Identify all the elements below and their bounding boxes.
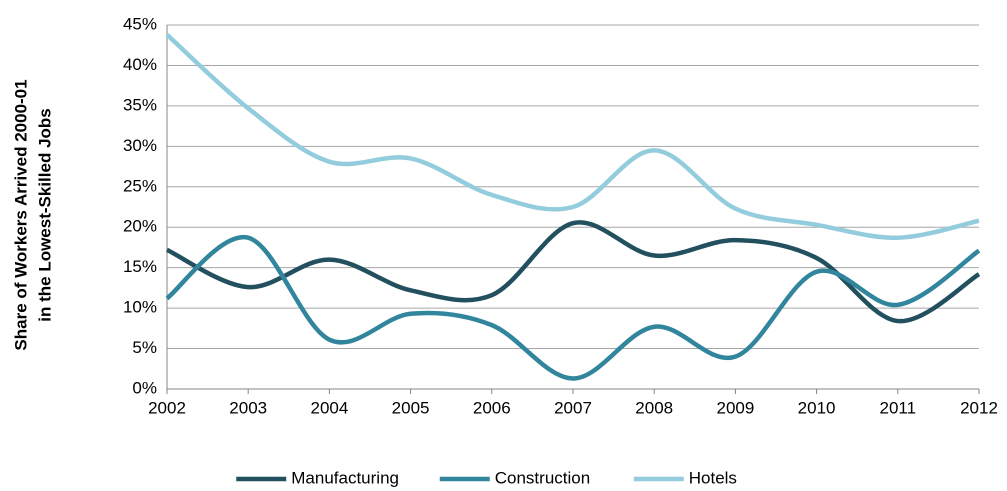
y-tick-label: 35% <box>123 95 157 114</box>
y-tick-label: 5% <box>132 338 157 357</box>
y-axis-title: Share of Workers Arrived 2000-01 <box>11 79 30 350</box>
line <box>165 235 981 381</box>
y-tick-label: 20% <box>123 217 157 236</box>
legend-label: Hotels <box>689 468 737 487</box>
y-tick-label: 40% <box>123 55 157 74</box>
legend-label: Construction <box>495 468 590 487</box>
x-tick-label: 2003 <box>229 398 267 417</box>
y-axis-title: in the Lowest-Skilled Jobs <box>35 108 54 321</box>
y-tick-label: 45% <box>123 14 157 33</box>
x-tick-label: 2008 <box>635 398 673 417</box>
y-tick-label: 30% <box>123 136 157 155</box>
x-tick-label: 2007 <box>554 398 592 417</box>
y-tick-label: 15% <box>123 257 157 276</box>
line <box>165 33 980 240</box>
legend-label: Manufacturing <box>291 468 399 487</box>
x-tick-label: 2009 <box>716 398 754 417</box>
x-tick-label: 2002 <box>148 398 186 417</box>
y-tick-label: 25% <box>123 176 157 195</box>
x-tick-label: 2005 <box>392 398 430 417</box>
x-tick-label: 2006 <box>473 398 511 417</box>
x-tick-label: 2011 <box>880 398 917 417</box>
line <box>166 220 981 324</box>
y-tick-label: 10% <box>123 298 157 317</box>
y-tick-label: 0% <box>132 378 157 397</box>
x-tick-label: 2012 <box>960 398 998 417</box>
x-tick-label: 2004 <box>310 398 348 417</box>
x-tick-label: 2010 <box>798 398 836 417</box>
